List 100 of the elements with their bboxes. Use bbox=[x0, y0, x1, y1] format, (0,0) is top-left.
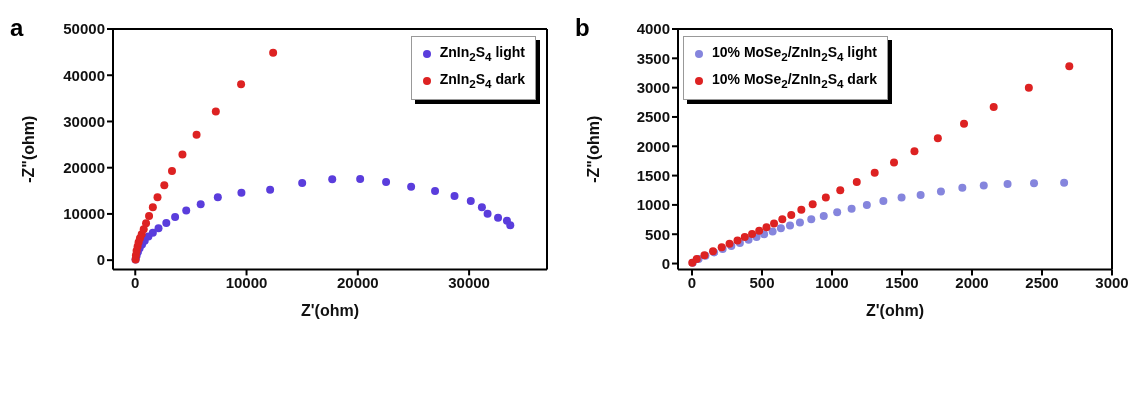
point bbox=[847, 204, 856, 213]
point bbox=[870, 168, 879, 177]
x-tick-label: 0 bbox=[687, 274, 697, 292]
point bbox=[960, 119, 969, 128]
point bbox=[182, 206, 191, 215]
legend-label: 10% MoSe$_{2}$/ZnIn$_{2}$S$_{4}$ dark bbox=[712, 69, 877, 92]
point bbox=[153, 193, 162, 202]
y-tick-label: 3500 bbox=[636, 49, 670, 67]
x-tick-label: 30000 bbox=[448, 274, 490, 292]
point bbox=[748, 229, 757, 238]
y-tick-label: 500 bbox=[644, 225, 670, 243]
point bbox=[494, 213, 503, 222]
y-axis-title: -Z"(ohm) bbox=[19, 115, 37, 183]
point bbox=[1060, 178, 1069, 187]
point bbox=[936, 187, 945, 196]
point bbox=[431, 187, 440, 195]
x-tick-label: 1500 bbox=[885, 274, 919, 292]
point bbox=[162, 218, 171, 227]
point bbox=[160, 181, 169, 190]
point bbox=[762, 223, 771, 232]
point bbox=[836, 186, 845, 195]
point bbox=[477, 203, 486, 212]
point bbox=[328, 175, 337, 184]
point bbox=[148, 203, 157, 212]
point bbox=[821, 193, 830, 202]
point bbox=[833, 208, 842, 217]
y-tick-label: 0 bbox=[96, 251, 105, 269]
y-axis-title: -Z"(ohm) bbox=[584, 115, 602, 183]
point bbox=[910, 147, 919, 156]
y-tick-label: 40000 bbox=[63, 66, 105, 84]
point bbox=[145, 211, 154, 220]
point bbox=[1065, 62, 1074, 71]
x-tick-label: 0 bbox=[131, 274, 140, 292]
y-tick-label: 20000 bbox=[63, 159, 105, 177]
point bbox=[167, 167, 176, 176]
legend-label: ZnIn$_{2}$S$_{4}$ light bbox=[439, 43, 525, 65]
y-tick-label: 1500 bbox=[636, 166, 670, 184]
point bbox=[148, 228, 157, 237]
point bbox=[807, 215, 816, 224]
legend-label: 10% MoSe$_{2}$/ZnIn$_{2}$S$_{4}$ light bbox=[712, 43, 877, 65]
chart-title: a bbox=[10, 14, 24, 41]
point bbox=[740, 233, 749, 242]
point bbox=[797, 205, 806, 214]
point bbox=[506, 221, 515, 230]
y-tick-label: 2500 bbox=[636, 108, 670, 126]
point bbox=[862, 200, 871, 209]
point bbox=[196, 200, 205, 209]
point bbox=[897, 193, 906, 202]
point bbox=[770, 219, 779, 228]
point bbox=[237, 80, 246, 89]
point bbox=[407, 182, 416, 191]
point bbox=[879, 197, 888, 206]
point bbox=[154, 224, 163, 233]
x-tick-label: 10000 bbox=[225, 274, 268, 292]
point bbox=[1024, 83, 1033, 92]
point bbox=[958, 183, 967, 192]
y-tick-label: 3000 bbox=[636, 78, 670, 96]
y-tick-label: 50000 bbox=[63, 20, 105, 38]
point bbox=[778, 215, 787, 224]
point bbox=[890, 158, 899, 167]
point bbox=[787, 210, 796, 219]
point bbox=[192, 130, 201, 139]
point bbox=[483, 209, 492, 218]
point bbox=[237, 188, 246, 197]
point bbox=[178, 150, 187, 159]
point bbox=[356, 175, 365, 184]
x-tick-label: 2000 bbox=[955, 274, 989, 292]
x-tick-label: 20000 bbox=[336, 274, 379, 292]
point bbox=[1003, 180, 1012, 189]
y-tick-label: 0 bbox=[661, 254, 670, 272]
x-axis-title: Z'(ohm) bbox=[300, 302, 360, 320]
point bbox=[211, 107, 220, 116]
point bbox=[269, 48, 278, 57]
point bbox=[298, 179, 307, 187]
y-tick-label: 10000 bbox=[63, 205, 105, 223]
y-tick-label: 30000 bbox=[63, 112, 105, 130]
point bbox=[979, 181, 988, 190]
point bbox=[171, 212, 180, 221]
y-tick-label: 1000 bbox=[636, 196, 670, 214]
point bbox=[142, 219, 151, 228]
y-tick-label: 2000 bbox=[636, 137, 670, 155]
point bbox=[808, 200, 817, 209]
point bbox=[450, 191, 459, 200]
point bbox=[786, 221, 794, 230]
x-tick-label: 500 bbox=[749, 274, 775, 292]
x-tick-label: 3000 bbox=[1095, 274, 1129, 292]
point bbox=[382, 178, 391, 187]
point bbox=[989, 102, 998, 111]
point bbox=[933, 134, 942, 143]
x-tick-label: 1000 bbox=[815, 274, 849, 292]
legend-label: ZnIn$_{2}$S$_{4}$ dark bbox=[439, 69, 525, 92]
point bbox=[266, 185, 275, 194]
point bbox=[795, 218, 804, 227]
point bbox=[819, 211, 828, 220]
point bbox=[213, 193, 222, 202]
point bbox=[755, 226, 764, 235]
point bbox=[768, 227, 777, 236]
x-axis-title: Z'(ohm) bbox=[865, 302, 925, 320]
chart-title: b bbox=[575, 14, 590, 41]
point bbox=[852, 178, 861, 187]
